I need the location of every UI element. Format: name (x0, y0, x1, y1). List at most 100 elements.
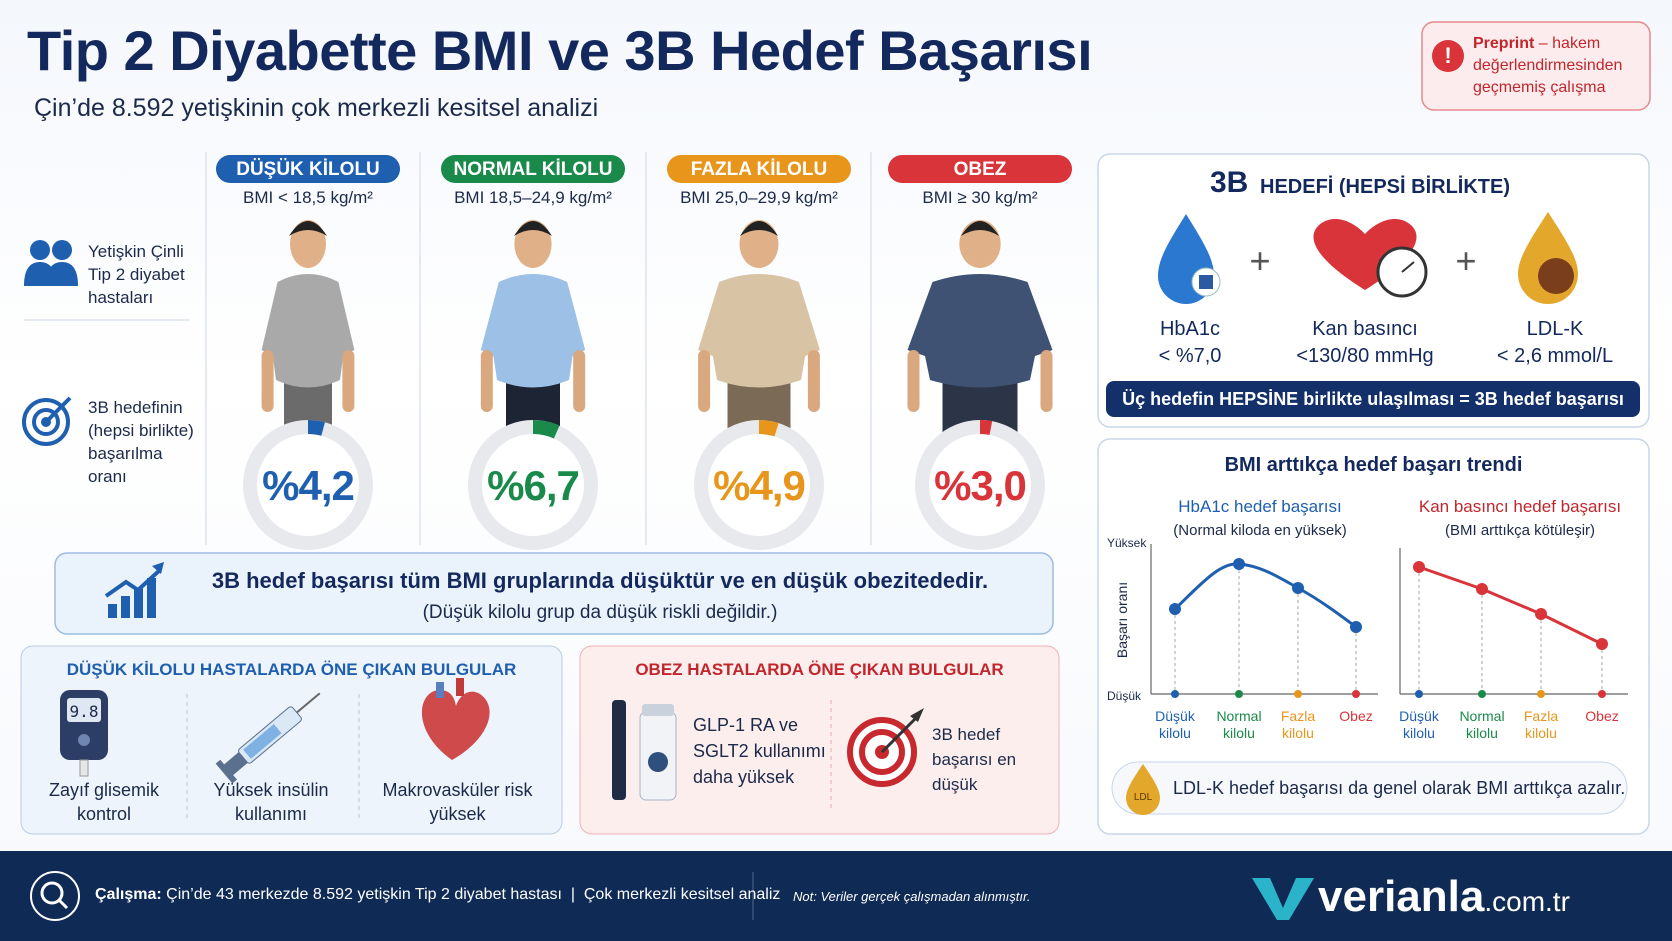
person-hair (514, 221, 552, 236)
footer-bar (0, 851, 1672, 941)
person-arm (698, 350, 711, 412)
heart-icon (1313, 219, 1417, 290)
person-hair (740, 221, 778, 236)
target-title-rest: HEDEFİ (HEPSİ BİRLİKTE) (1260, 176, 1511, 198)
trend-category: Obez (1339, 708, 1373, 724)
target-item: Kan basıncı <130/80 mmHg (1280, 316, 1450, 370)
group-name: FAZLA KİLOLU (690, 159, 828, 180)
person-shirt (261, 274, 355, 388)
legend-item: 3B hedefinin (hepsi birlikte) başarılma … (88, 398, 194, 486)
brand-name: verianla (1318, 872, 1485, 921)
preprint-box (1421, 21, 1651, 111)
pen-and-bottle (612, 700, 677, 801)
bp-trend-line (1418, 565, 1603, 646)
finding: 3B hedef başarısı en düşük (932, 725, 1017, 794)
footer-study: Çalışma: Çin’de 43 merkezde 8.592 yetişk… (95, 886, 780, 904)
person-figure (698, 220, 820, 432)
target-name: Kan basıncı (1312, 318, 1418, 340)
person-arm (807, 350, 820, 412)
target-icon (22, 396, 72, 446)
study-design: Çok merkezli kesitsel analiz (583, 886, 781, 903)
search-lens (40, 881, 64, 905)
trend-category: Obez (1585, 708, 1619, 724)
person-arm (480, 350, 493, 412)
group-name: DÜŞÜK KİLOLU (236, 159, 380, 180)
target-name: HbA1c (1159, 318, 1221, 340)
preprint-icon: ! (1444, 43, 1452, 68)
finding-dividers (186, 694, 832, 820)
separator: | (570, 886, 575, 903)
hba1c-trend-line (1173, 562, 1357, 629)
gauge-value: %6,7 (487, 462, 580, 509)
gauge-value: %3,0 (934, 462, 1027, 509)
person-shirt (698, 274, 820, 388)
syringe (215, 692, 321, 784)
person-shirt (907, 274, 1053, 388)
person-arm (1040, 350, 1053, 412)
target-title-main: 3B (1210, 166, 1249, 199)
person-head (739, 220, 779, 268)
ldl-icon-label: LDL (1133, 792, 1153, 803)
people-icon (24, 240, 78, 286)
trend-category: Fazla kilolu (1280, 708, 1316, 741)
target-item: LDL-K < 2,6 mmol/L (1470, 316, 1640, 370)
summary-note: (Düşük kilolu grup da düşük riskli değil… (422, 602, 778, 623)
person-arm (261, 350, 274, 412)
ldl-note: LDL-K hedef başarısı da genel olarak BMI… (1173, 778, 1626, 798)
trend-category: Düşük kilolu (1399, 708, 1439, 741)
growth-icon (104, 562, 164, 618)
heart-organ (421, 678, 490, 760)
ldl-note-box (1111, 761, 1628, 815)
group-bmi: BMI 18,5–24,9 kg/m² (454, 188, 612, 207)
target-item: HbA1c < %7,0 (1110, 316, 1270, 370)
trend-title: BMI arttıkça hedef başarı trendi (1224, 454, 1523, 476)
brand: verianla.com.tr (1318, 872, 1570, 922)
study-text: Çin’de 43 merkezde 8.592 yetişkin Tip 2 … (166, 886, 562, 903)
y-low: Düşük (1107, 689, 1142, 703)
gauge-value: %4,2 (262, 462, 355, 509)
column-separators (205, 152, 872, 545)
group-bmi: BMI ≥ 30 kg/m² (922, 188, 1038, 207)
summary-box (54, 552, 1054, 635)
bp-needle (1401, 261, 1415, 273)
person-head (514, 220, 552, 268)
trend-panel (1097, 438, 1650, 835)
trend-right-subtitle: (BMI arttıkça kötüleşir) (1444, 522, 1596, 539)
group-bmi: BMI 25,0–29,9 kg/m² (680, 188, 838, 207)
groups-layer (216, 155, 1072, 550)
person-shirt (480, 274, 586, 388)
person-head (959, 220, 1001, 268)
footer-note: Not: Veriler gerçek çalışmadan alınmıştı… (793, 889, 1031, 904)
trend-category: Düşük kilolu (1155, 708, 1195, 741)
target-value: < 2,6 mmol/L (1496, 345, 1614, 367)
ldl-particle (1538, 258, 1574, 294)
person-arm (573, 350, 586, 412)
study-label: Çalışma: (95, 886, 162, 903)
group-pill (888, 155, 1072, 183)
plus: + (1249, 240, 1271, 281)
trend-droplines (1174, 564, 1603, 694)
preprint-label: Preprint (1473, 35, 1535, 52)
trend-category: Fazla kilolu (1523, 708, 1559, 741)
trend-axis-dots (1171, 690, 1606, 698)
person-figure (907, 220, 1053, 432)
finding: Makrovasküler risk yüksek (382, 780, 533, 824)
trend-left-subtitle: (Normal kiloda en yüksek) (1173, 522, 1347, 539)
obese-panel (579, 645, 1060, 835)
brand-logo (1252, 878, 1314, 920)
trend-left-title: HbA1c hedef başarısı (1178, 497, 1342, 516)
trend-right-title: Kan basıncı hedef başarısı (1418, 497, 1622, 516)
target-footer-bar (1106, 381, 1640, 417)
target-value: < %7,0 (1158, 345, 1222, 367)
search-handle (57, 898, 69, 910)
trend-category: Normal kilolu (1216, 708, 1262, 741)
trend-axes (1150, 544, 1628, 695)
gauge-value: %4,9 (713, 462, 806, 509)
title: Tip 2 Diyabette BMI ve 3B Hedef Başarısı (27, 19, 1093, 82)
underweight-title: DÜŞÜK KİLOLU HASTALARDA ÖNE ÇIKAN BULGUL… (66, 660, 517, 679)
y-high: Yüksek (1107, 536, 1147, 550)
target-arrow-icon (847, 708, 924, 787)
